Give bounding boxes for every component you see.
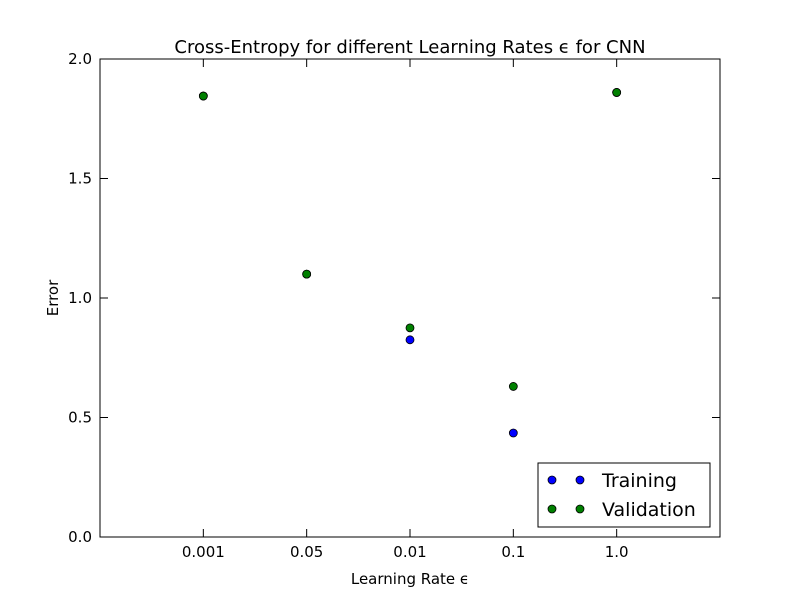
point-validation-1.0 bbox=[612, 88, 622, 97]
x-tick-label: 0.001 bbox=[182, 543, 225, 561]
point-validation-0.001 bbox=[198, 91, 208, 101]
y-tick-label: 1.0 bbox=[68, 289, 92, 307]
legend-marker bbox=[575, 504, 585, 514]
point-validation-0.01 bbox=[405, 323, 415, 333]
legend: Training Validation bbox=[537, 462, 711, 528]
legend-marker bbox=[547, 475, 557, 485]
point-validation-0.05 bbox=[302, 269, 312, 279]
x-tick-label: 0.1 bbox=[501, 543, 525, 561]
legend-marker bbox=[575, 475, 585, 485]
x-axis: 0.001 0.05 0.01 0.1 1.0 bbox=[182, 59, 629, 561]
x-tick-label: 0.05 bbox=[290, 543, 323, 561]
point-training-0.1 bbox=[508, 428, 518, 438]
legend-marker bbox=[547, 504, 557, 514]
point-training-0.01 bbox=[405, 335, 415, 345]
legend-frame bbox=[537, 462, 711, 528]
point-validation-0.1 bbox=[508, 382, 518, 391]
legend-label: Training bbox=[601, 470, 677, 492]
y-tick-label: 2.0 bbox=[68, 50, 92, 68]
chart-title: Cross-Entropy for different Learning Rat… bbox=[174, 37, 645, 58]
y-axis-label: Error bbox=[44, 279, 62, 316]
x-tick-label: 1.0 bbox=[605, 543, 629, 561]
data-points bbox=[198, 88, 622, 438]
y-tick-label: 0.0 bbox=[68, 528, 92, 546]
y-tick-label: 0.5 bbox=[68, 409, 92, 427]
y-tick-label: 1.5 bbox=[68, 170, 92, 188]
x-tick-label: 0.01 bbox=[393, 543, 426, 561]
y-axis: 0.0 0.5 1.0 1.5 2.0 bbox=[68, 50, 720, 546]
legend-label: Validation bbox=[602, 499, 696, 521]
x-axis-label: Learning Rate ϵ bbox=[351, 570, 469, 588]
